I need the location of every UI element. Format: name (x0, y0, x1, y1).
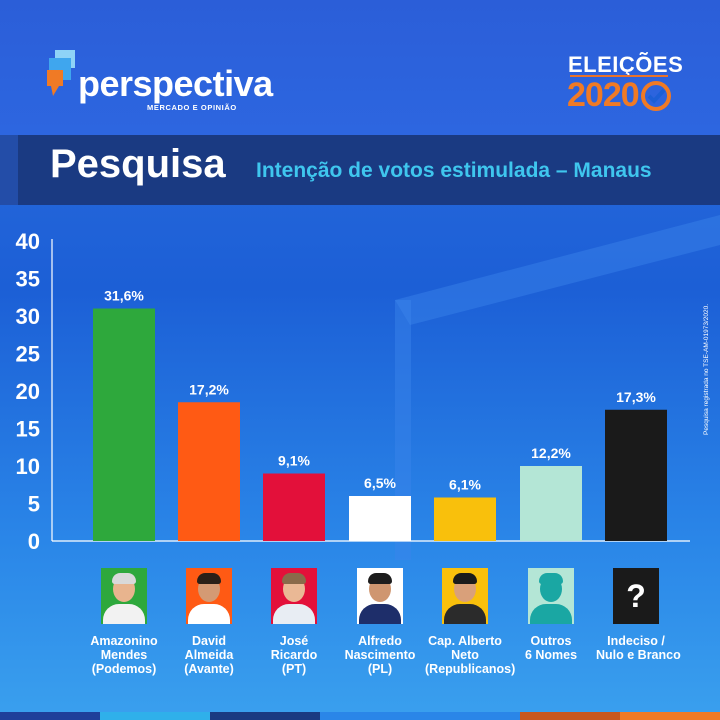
candidate-card: José Ricardo (PT) (254, 568, 334, 676)
bar (178, 402, 240, 541)
portrait-body (530, 604, 572, 624)
candidate-name-line: 6 Nomes (524, 648, 578, 662)
banner-accent (0, 135, 18, 205)
footer-strip (620, 712, 720, 720)
portrait-photo (442, 568, 488, 624)
candidate-card: Outros 6 Nomes (511, 568, 591, 662)
question-mark-icon: ? (626, 578, 646, 614)
portrait-hair (112, 573, 136, 584)
y-tick-label: 20 (16, 379, 40, 404)
bar-value-label: 17,3% (616, 389, 656, 405)
portrait-photo (186, 568, 232, 624)
bar-value-label: 6,5% (364, 475, 396, 491)
candidate-name: José Ricardo (PT) (254, 634, 334, 676)
candidate-name-line: Nulo e Branco (596, 648, 681, 662)
bar-value-label: 12,2% (531, 445, 571, 461)
candidate-name: Alfredo Nascimento (PL) (340, 634, 420, 676)
candidate-name-line: (PL) (367, 662, 393, 676)
footer-strip (320, 712, 520, 720)
election-year: 2020 (567, 76, 640, 114)
candidate-name-line: (Republicanos) (425, 662, 516, 676)
candidate-card: Amazonino Mendes (Podemos) (84, 568, 164, 676)
y-tick-label: 15 (16, 417, 40, 442)
page-subtitle: Intenção de votos estimulada – Manaus (256, 159, 652, 182)
portrait-body (188, 604, 230, 624)
footer-strip (0, 712, 100, 720)
portrait-hair (368, 573, 392, 584)
page-title: Pesquisa (50, 142, 226, 186)
candidate-card: Alfredo Nascimento (PL) (340, 568, 420, 676)
candidate-name-line: Almeida (184, 648, 234, 662)
portrait-hair (197, 573, 221, 584)
bar-value-label: 31,6% (104, 288, 144, 304)
candidate-name-line: José (279, 634, 309, 648)
y-tick-label: 25 (16, 342, 40, 367)
brand-name: perspectiva (78, 63, 273, 104)
bar-value-label: 17,2% (189, 381, 229, 397)
candidate-name-line: (PT) (281, 662, 307, 676)
bar (349, 496, 411, 541)
bar-value-label: 6,1% (449, 477, 481, 493)
footer-strip (100, 712, 210, 720)
bar-value-label: 9,1% (278, 453, 310, 469)
title-banner (0, 135, 720, 205)
candidate-name-line: (Podemos) (91, 662, 157, 676)
person-silhouette (528, 568, 574, 624)
y-tick-label: 5 (28, 492, 40, 517)
candidate-name-line: Outros (530, 634, 572, 648)
portrait-hair (453, 573, 477, 584)
y-tick-label: 10 (16, 454, 40, 479)
background-stripe (395, 300, 411, 560)
election-divider (570, 75, 668, 77)
candidate-name-line: David (191, 634, 227, 648)
candidate-name: Cap. Alberto Neto (Republicanos) (425, 634, 516, 676)
portrait-body (273, 604, 315, 624)
election-label: ELEIÇÕES (568, 52, 684, 77)
portrait-photo (271, 568, 317, 624)
brand-tagline: MERCADO E OPINIÃO (147, 103, 237, 112)
bar-chart: 0 5 10 15 20 25 30 35 40 31,6% 17,2% 9,1% 6,5% 6,1% 12… (16, 215, 720, 560)
y-tick-label: 0 (28, 529, 40, 554)
bar (520, 466, 582, 541)
footer-strip (520, 712, 620, 720)
candidate-name: Indeciso / Nulo e Branco (596, 634, 681, 662)
portrait-hair (282, 573, 306, 584)
candidate-name-line: Indeciso / (607, 634, 665, 648)
candidate-name-line: Amazonino (90, 634, 158, 648)
candidate-card: Cap. Alberto Neto (Republicanos) (425, 568, 516, 676)
portrait-body (444, 604, 486, 624)
portrait-body (103, 604, 145, 624)
candidate-name-line: Ricardo (270, 648, 318, 662)
y-tick-label: 40 (16, 229, 40, 254)
background-stripe (395, 215, 720, 325)
candidate-name-line: Nascimento (344, 648, 416, 662)
bar (93, 308, 155, 541)
y-tick-label: 30 (16, 304, 40, 329)
portrait-body (359, 604, 401, 624)
portrait-photo (357, 568, 403, 624)
portrait-photo (101, 568, 147, 624)
candidate-name-line: Mendes (100, 648, 148, 662)
header (0, 0, 720, 135)
candidate-name: Amazonino Mendes (Podemos) (84, 634, 164, 676)
candidate-name: Outros 6 Nomes (511, 634, 591, 662)
bar (434, 497, 496, 541)
checkmark-icon (641, 81, 671, 111)
portrait-hair (539, 573, 563, 584)
candidate-name-line: (Avante) (184, 662, 234, 676)
candidate-name-line: Cap. Alberto (428, 634, 502, 648)
source-note: Pesquisa registrada no TSE-AM-01973/2020… (703, 303, 710, 435)
perspectiva-logo-icon (47, 50, 75, 96)
candidate-name-line: Alfredo (358, 634, 402, 648)
candidate-card: David Almeida (Avante) (169, 568, 249, 676)
candidate-card: ? Indeciso / Nulo e Branco (596, 568, 681, 662)
bar (263, 473, 325, 541)
candidate-name-line: Neto (451, 648, 479, 662)
y-tick-label: 35 (16, 267, 40, 292)
footer-strip (210, 712, 320, 720)
candidate-name: David Almeida (Avante) (169, 634, 249, 676)
question-mark: ? (613, 568, 659, 624)
bar (605, 409, 667, 541)
